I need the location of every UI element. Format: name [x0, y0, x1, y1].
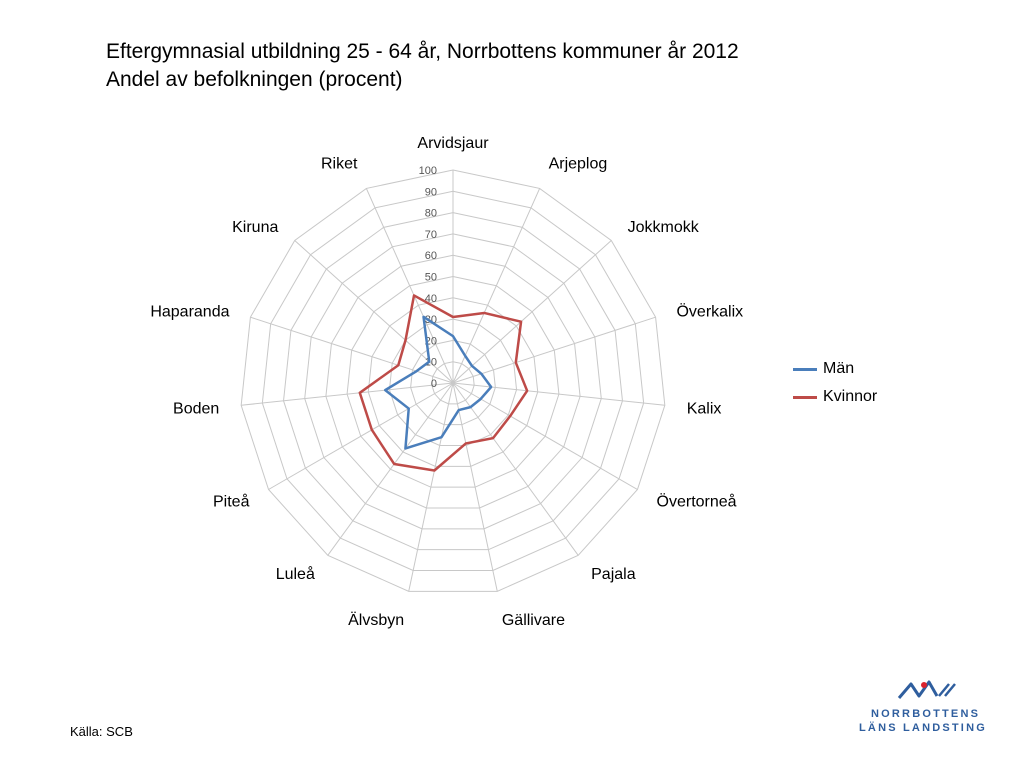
category-label: Haparanda	[150, 303, 229, 320]
category-label: Jokkmokk	[628, 219, 700, 236]
grid-ring	[346, 275, 560, 488]
title-line-1: Eftergymnasial utbildning 25 - 64 år, No…	[106, 40, 739, 63]
radial-tick-label: 100	[419, 165, 437, 177]
logo-text-line-1: NORRBOTTENS	[871, 708, 981, 720]
grid-ring	[410, 339, 496, 426]
series-line-kvinnor	[358, 294, 529, 472]
grid-spoke	[365, 188, 454, 384]
category-label: Älvsbyn	[348, 611, 404, 629]
norrbotten-logo: NORRBOTTENS LÄNS LANDSTING	[855, 678, 995, 738]
source-note: Källa: SCB	[70, 724, 133, 739]
category-label: Boden	[173, 401, 219, 418]
category-label: Gällivare	[502, 612, 565, 629]
category-label: Piteå	[213, 493, 250, 511]
category-label: Överkalix	[676, 302, 743, 320]
grid-spoke	[250, 316, 454, 384]
logo-text-line-2: LÄNS LANDSTING	[859, 722, 987, 734]
grid-spoke	[408, 382, 454, 592]
grid-spoke	[294, 240, 454, 384]
radial-tick-label: 0	[431, 378, 437, 390]
series-line-man	[383, 315, 493, 450]
legend-label-man: Män	[823, 360, 855, 377]
grid-ring	[325, 254, 581, 509]
legend-swatch-kvinnor	[793, 395, 817, 399]
grid-spoke	[327, 382, 454, 556]
category-label: Pajala	[591, 566, 636, 583]
radial-tick-label: 60	[425, 250, 437, 262]
logo-mark-icon	[897, 680, 956, 699]
grid-ring	[367, 297, 539, 467]
grid-ring	[388, 318, 518, 447]
radial-tick-label: 90	[425, 186, 437, 198]
grid-ring	[240, 169, 666, 592]
radial-tick-label: 70	[425, 229, 437, 241]
category-label: Kalix	[687, 401, 722, 418]
grid-spoke	[452, 382, 579, 556]
category-label: Kiruna	[232, 219, 278, 236]
grid-spoke	[452, 382, 665, 406]
category-label: Övertorneå	[657, 493, 737, 511]
grid-spoke	[268, 382, 454, 490]
legend-label-kvinnor: Kvinnor	[823, 388, 878, 405]
legend-swatch-man	[793, 367, 817, 371]
grid-spoke	[241, 382, 454, 406]
radial-tick-label: 50	[425, 272, 437, 284]
grid-ring	[261, 190, 645, 572]
grid-spoke	[452, 382, 638, 490]
grid-ring	[304, 233, 602, 530]
grid-spoke	[452, 382, 498, 592]
category-label: Luleå	[276, 565, 315, 583]
chart-title: Eftergymnasial utbildning 25 - 64 år, No…	[106, 38, 739, 94]
grid-spoke	[452, 316, 656, 384]
category-label: Riket	[321, 155, 358, 172]
grid-spoke	[452, 188, 541, 384]
grid-ring	[431, 361, 475, 405]
category-label: Arjeplog	[549, 155, 608, 172]
legend-item-man: Män	[793, 355, 877, 383]
category-label: Arvidsjaur	[417, 135, 489, 152]
grid-ring	[283, 212, 623, 551]
title-line-2: Andel av befolkningen (procent)	[106, 68, 403, 91]
chart-legend: Män Kvinnor	[793, 355, 877, 411]
radial-tick-label: 80	[425, 208, 437, 220]
legend-item-kvinnor: Kvinnor	[793, 383, 877, 411]
grid-spoke	[452, 240, 612, 384]
